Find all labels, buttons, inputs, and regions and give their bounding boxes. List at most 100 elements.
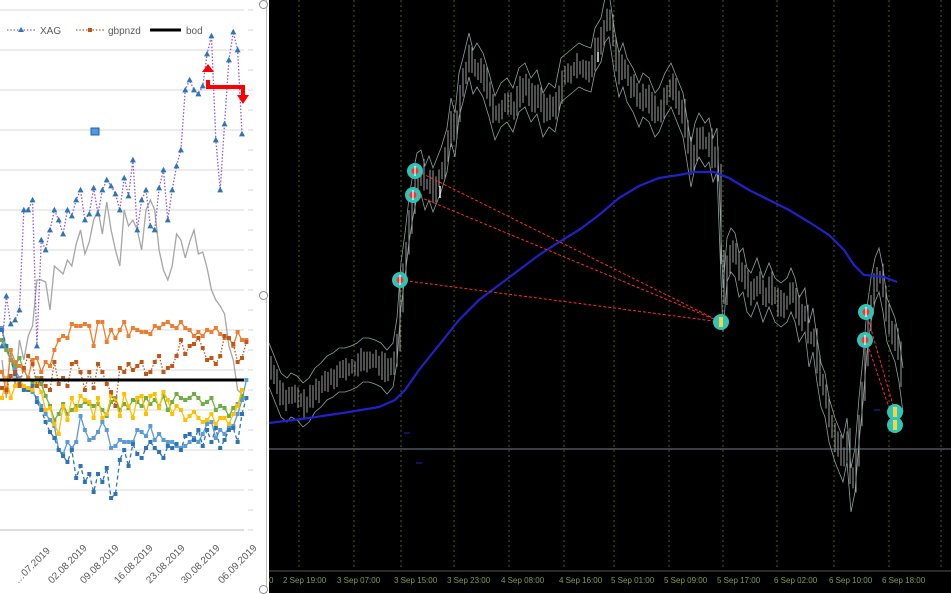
data-point [174, 442, 179, 446]
time-axis-label: 6 Sep 02:00 [774, 576, 818, 585]
data-point [78, 370, 83, 374]
data-point [56, 382, 61, 386]
data-point [121, 174, 128, 181]
data-point [200, 444, 205, 448]
data-point [144, 372, 148, 376]
data-point [39, 408, 44, 412]
data-point [165, 366, 170, 370]
data-point [231, 412, 236, 416]
data-point [91, 404, 96, 408]
data-point [231, 342, 236, 346]
data-point [126, 464, 131, 468]
arrow-head-down [237, 95, 249, 104]
data-point [113, 336, 118, 340]
data-point [235, 404, 240, 408]
data-point [39, 382, 44, 386]
data-point [213, 422, 218, 426]
data-point [42, 246, 49, 253]
signal-marker [392, 272, 408, 288]
data-point [74, 404, 79, 408]
data-point [0, 338, 4, 342]
data-point [30, 358, 35, 362]
data-point [52, 348, 57, 352]
data-point [183, 444, 188, 448]
data-point [209, 412, 214, 416]
data-point [69, 322, 74, 326]
data-point [52, 422, 57, 426]
data-point [43, 360, 48, 364]
data-point [226, 414, 231, 418]
data-point [152, 324, 157, 328]
data-point [91, 436, 96, 440]
data-point [39, 376, 44, 380]
data-point [30, 388, 35, 392]
data-point [178, 448, 183, 452]
data-point [43, 412, 48, 416]
data-point [148, 332, 153, 336]
data-point [55, 216, 62, 223]
data-point [165, 408, 170, 412]
data-point [65, 384, 70, 388]
data-point [91, 386, 96, 390]
data-point [195, 90, 202, 97]
signal-marker [858, 304, 874, 320]
signal-marker [857, 332, 873, 348]
data-point [3, 292, 10, 299]
data-point [157, 326, 162, 330]
data-point [38, 236, 45, 243]
data-point [170, 446, 175, 450]
data-point [234, 46, 241, 53]
time-axis-label: 5 Sep 17:00 [717, 576, 761, 585]
data-point [226, 428, 231, 432]
data-point [222, 334, 227, 338]
data-point [130, 416, 135, 420]
data-point [96, 320, 100, 324]
series-line [1, 31, 243, 347]
data-point [218, 332, 223, 336]
data-point [186, 76, 193, 83]
signal-marker-bar [893, 407, 897, 417]
data-point [87, 324, 92, 328]
data-point [218, 354, 223, 358]
data-point [87, 472, 92, 476]
legend-marker-gbpnzd [88, 28, 92, 32]
data-point [213, 436, 218, 440]
data-point [90, 184, 97, 191]
data-point [74, 360, 79, 364]
trendline [865, 311, 896, 413]
time-axis-label: 0 [269, 576, 274, 585]
legend-label-bod: bod [186, 26, 203, 37]
resize-handle-top[interactable] [259, 0, 268, 9]
data-point [240, 338, 244, 342]
data-point [13, 384, 18, 388]
data-point [240, 394, 244, 398]
data-point [117, 458, 122, 462]
data-point [152, 446, 157, 450]
data-point [48, 406, 52, 410]
resize-handle-middle[interactable] [259, 291, 268, 300]
data-point [0, 328, 4, 332]
data-point [187, 344, 192, 348]
data-point [218, 404, 223, 408]
series-yellow [0, 376, 244, 437]
data-point [139, 394, 144, 398]
data-point [135, 428, 140, 432]
data-point [165, 444, 170, 448]
data-point [34, 376, 39, 380]
data-point [87, 400, 92, 404]
data-point [205, 418, 210, 422]
data-point [217, 186, 224, 193]
data-point [174, 392, 179, 396]
data-point [104, 412, 109, 416]
data-point [29, 196, 36, 203]
legend-label-gbpnzd: gbpnzd [108, 26, 141, 37]
upper-band [269, 0, 904, 469]
data-point [244, 340, 249, 344]
data-point [205, 422, 210, 426]
data-point [135, 364, 140, 368]
data-point [0, 342, 5, 349]
data-point [218, 428, 223, 432]
data-point [39, 390, 44, 394]
data-point [96, 362, 100, 366]
data-point [87, 438, 92, 442]
